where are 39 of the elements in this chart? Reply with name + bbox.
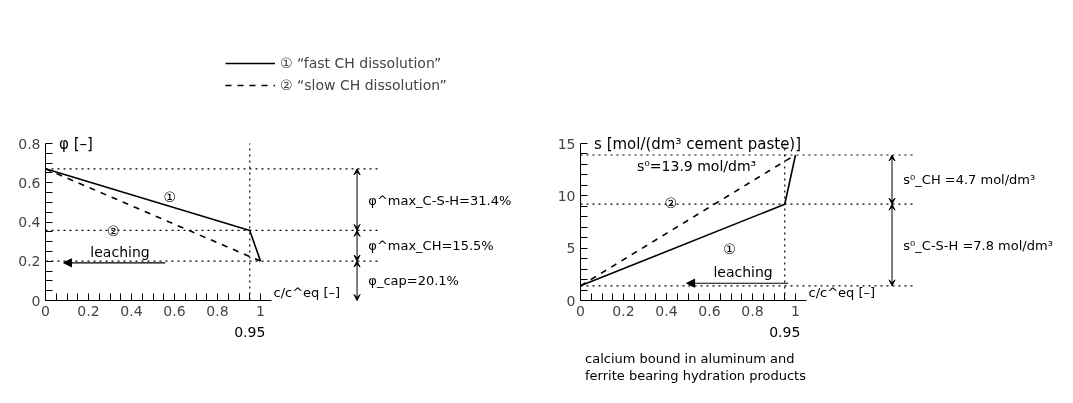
- text: φ_cap=20.1%: [368, 273, 459, 289]
- ref-line-label: 0.95: [769, 323, 801, 340]
- x-tick-label: 0.2: [77, 302, 100, 319]
- text: s⁰_CH =4.7 mol/dm³: [903, 172, 1036, 188]
- annotation: leaching: [713, 264, 773, 281]
- y-tick-label: 0.2: [18, 253, 41, 270]
- text: s⁰_C-S-H =7.8 mol/dm³: [903, 237, 1053, 253]
- annotation: ②: [106, 223, 120, 240]
- x-tick-label: 1: [791, 302, 800, 319]
- text: calcium bound in aluminum and: [585, 351, 795, 367]
- x-tick-label: 1: [256, 302, 265, 319]
- x-tick-label: 0.6: [163, 302, 186, 319]
- annotation: ②: [664, 195, 678, 212]
- y-tick-label: 5: [566, 240, 576, 257]
- y-tick-label: 15: [557, 135, 576, 152]
- y-tick-label: 0.8: [18, 135, 41, 152]
- x-tick-label: 0.6: [698, 302, 721, 319]
- legend-label: ① “fast CH dissolution”: [280, 55, 442, 71]
- x-tick-label: 0.8: [741, 302, 764, 319]
- x-tick-label: 0.8: [206, 302, 229, 319]
- annotation: ①: [723, 240, 736, 257]
- x-axis-title: c/c^eq [–]: [808, 285, 876, 301]
- y-tick-label: 0.4: [18, 214, 41, 230]
- legend-label: ② “slow CH dissolution”: [280, 77, 447, 93]
- annotation: ①: [163, 188, 176, 205]
- ref-line-label: 0.95: [234, 323, 266, 340]
- annotation: leaching: [90, 243, 150, 260]
- y-axis-title: φ [–]: [59, 134, 93, 153]
- ref-line-label: s⁰=13.9 mol/dm³: [636, 158, 757, 174]
- x-tick-label: 0.4: [655, 302, 678, 319]
- text: ferrite bearing hydration products: [585, 368, 807, 384]
- text: φ^max_CH=15.5%: [368, 238, 494, 254]
- y-tick-label: 10: [557, 187, 576, 204]
- x-tick-label: 0.2: [612, 302, 635, 319]
- y-tick-label: 0.6: [18, 174, 41, 191]
- text: φ^max_C-S-H=31.4%: [368, 192, 512, 208]
- x-tick-label: 0.4: [120, 302, 143, 319]
- y-axis-title: s [mol/(dm³ cement paste)]: [594, 134, 802, 153]
- x-axis-title: c/c^eq [–]: [273, 285, 341, 301]
